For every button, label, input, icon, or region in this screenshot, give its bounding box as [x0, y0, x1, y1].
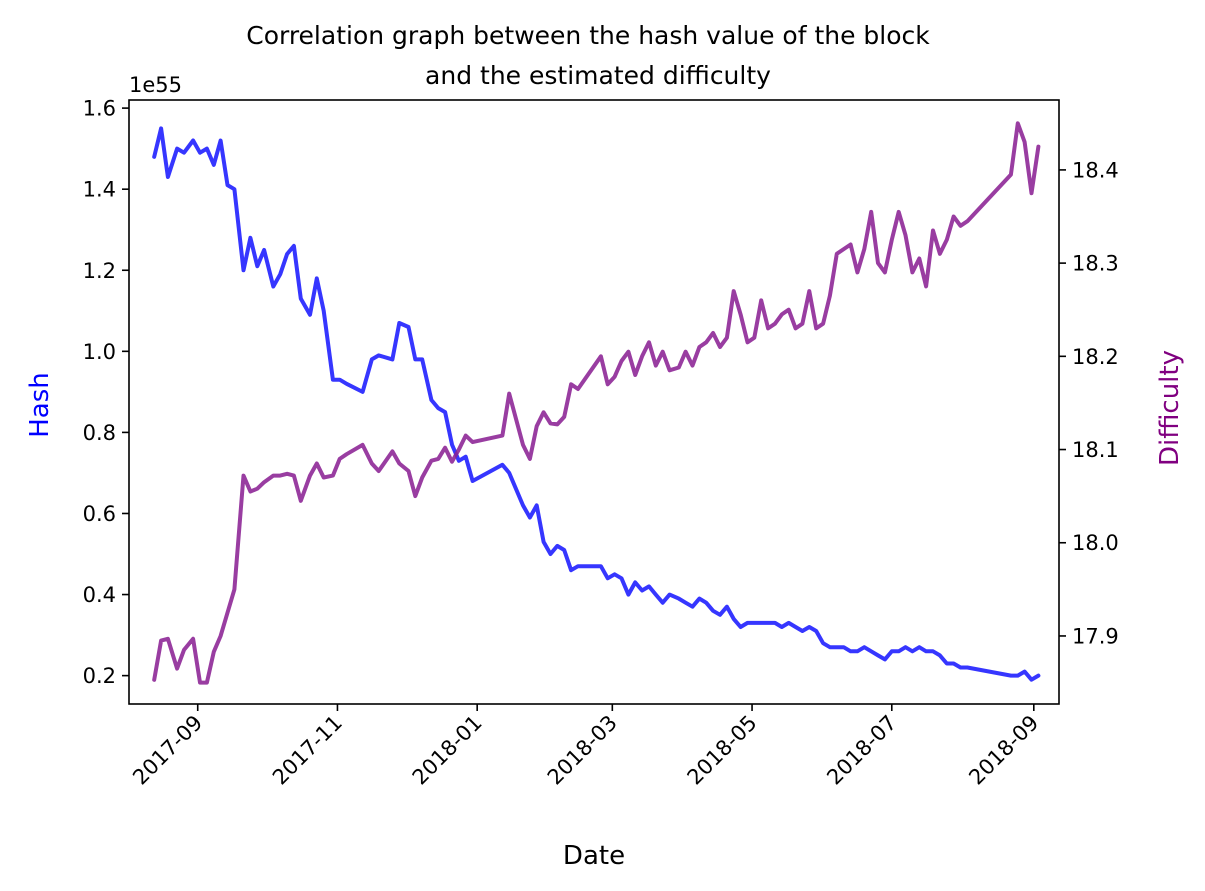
y-left-multiplier: 1e55 — [129, 73, 182, 97]
x-axis: 2017-09 2017-11 2018-01 2018-03 2018-05 2018-… — [128, 704, 1043, 790]
y-right-tick-label: 18.3 — [1072, 252, 1119, 276]
y-right-axis: 17.9 18.0 18.1 18.2 18.3 18.4 — [1059, 158, 1119, 648]
y-left-tick-label: 1.4 — [83, 178, 116, 202]
x-tick-label: 2018-03 — [543, 711, 622, 790]
y-left-tick-label: 1.0 — [83, 340, 116, 364]
y-left-axis-label: Hash — [25, 372, 55, 438]
x-tick-label: 2018-05 — [683, 711, 762, 790]
y-right-tick-label: 18.1 — [1072, 438, 1119, 462]
x-tick-label: 2018-09 — [964, 711, 1043, 790]
y-right-tick-label: 17.9 — [1072, 624, 1119, 648]
y-left-tick-label: 0.2 — [83, 664, 116, 688]
y-right-tick-label: 18.4 — [1072, 158, 1119, 182]
y-left-tick-label: 1.6 — [83, 97, 116, 121]
series-line-difficulty — [152, 121, 1041, 685]
x-tick-label: 2018-01 — [408, 711, 487, 790]
plot-frame — [128, 99, 1060, 705]
y-right-tick-label: 18.2 — [1072, 345, 1119, 369]
x-tick-label: 2017-11 — [268, 711, 347, 790]
x-tick-label: 2018-07 — [822, 711, 901, 790]
x-tick-label: 2017-09 — [128, 711, 207, 790]
y-left-tick-label: 0.4 — [83, 583, 116, 607]
x-axis-label: Date — [563, 841, 625, 871]
y-right-tick-label: 18.0 — [1072, 531, 1119, 555]
chart-title-line-2: and the estimated difficulty — [425, 61, 771, 90]
y-right-axis-label: Difficulty — [1155, 350, 1185, 466]
y-left-tick-label: 1.2 — [83, 259, 116, 283]
y-left-axis: 0.2 0.4 0.6 0.8 1.0 1.2 1.4 1.6 — [83, 97, 129, 688]
plot-lines — [152, 121, 1041, 685]
series-line-hash — [152, 126, 1041, 682]
chart-title: Correlation graph between the hash value… — [246, 21, 930, 90]
y-left-tick-label: 0.6 — [83, 502, 116, 526]
chart-title-line-1: Correlation graph between the hash value… — [246, 21, 930, 50]
y-left-tick-label: 0.8 — [83, 421, 116, 445]
